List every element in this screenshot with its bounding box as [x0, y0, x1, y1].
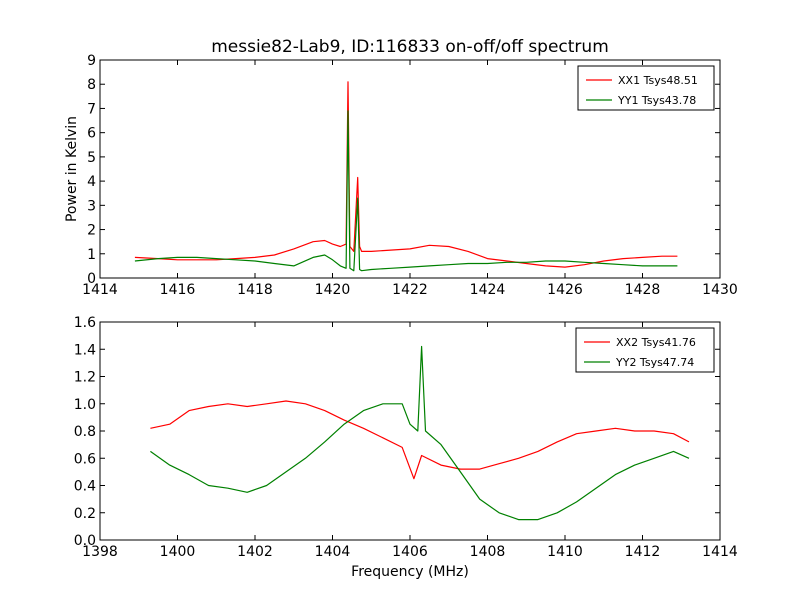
x-tick-label: 1416: [160, 282, 196, 298]
legend-label-2: YY1 Tsys43.78: [617, 94, 696, 107]
x-tick-label: 1422: [392, 282, 428, 298]
x-tick-label: 1424: [470, 282, 506, 298]
legend-label-2: YY2 Tsys47.74: [615, 356, 694, 369]
x-tick-label: 1402: [237, 544, 273, 560]
x-tick-label: 1428: [625, 282, 661, 298]
y-tick-label: 9: [87, 53, 96, 69]
y-tick-label: 0.2: [74, 506, 96, 522]
y-tick-label: 1.0: [74, 397, 96, 413]
x-tick-label: 1426: [547, 282, 583, 298]
x-tick-label: 1398: [82, 544, 118, 560]
x-tick-label: 1420: [315, 282, 351, 298]
series-line-1: [134, 81, 678, 268]
y-tick-label: 0.8: [74, 424, 96, 440]
x-tick-label: 1400: [160, 544, 196, 560]
x-tick-label: 1410: [547, 544, 583, 560]
y-tick-label: 8: [87, 77, 96, 93]
x-tick-label: 1414: [82, 282, 118, 298]
y-tick-label: 1.4: [74, 342, 96, 358]
y-tick-label: 0.6: [74, 451, 96, 467]
x-axis-label: Frequency (MHz): [351, 564, 469, 580]
x-tick-label: 1412: [625, 544, 661, 560]
y-tick-label: 7: [87, 101, 96, 117]
chart-title: messie82-Lab9, ID:116833 on-off/off spec…: [211, 37, 609, 57]
y-tick-label: 3: [87, 198, 96, 214]
top-panel: 1414 1416 1418 1420 1422 1424 1426 1428 1430 0 1 2 3…: [64, 37, 738, 298]
y-tick-label: 5: [87, 150, 96, 166]
series-line-1: [150, 400, 690, 480]
legend-box: [575, 327, 715, 373]
y-tick-label: 1.2: [74, 370, 96, 386]
y-tick-label: 0.0: [74, 533, 96, 549]
x-tick-label: 1414: [702, 544, 738, 560]
y-tick-label: 4: [87, 174, 96, 190]
legend: XX2 Tsys41.76 YY2 Tsys47.74: [575, 327, 715, 373]
x-tick-label: 1406: [392, 544, 428, 560]
bottom-panel: 1398 1400 1402 1404 1406 1408 1410 1412 1414 0.0 0…: [74, 315, 738, 580]
x-tick-label: 1404: [315, 544, 351, 560]
legend-box: [577, 65, 715, 111]
x-tick-label: 1418: [237, 282, 273, 298]
series-line-2: [150, 345, 690, 521]
series-line-2: [134, 110, 678, 272]
y-tick-label: 0.4: [74, 479, 96, 495]
y-tick-label: 1.6: [74, 315, 96, 331]
y-tick-label: 6: [87, 126, 96, 142]
y-axis-label: Power in Kelvin: [64, 116, 80, 222]
x-tick-label: 1408: [470, 544, 506, 560]
y-tick-label: 2: [87, 223, 96, 239]
y-tick-label: 0: [87, 271, 96, 287]
x-tick-label: 1430: [702, 282, 738, 298]
legend-label-1: XX1 Tsys48.51: [618, 74, 698, 87]
y-tick-label: 1: [87, 247, 96, 263]
legend: XX1 Tsys48.51 YY1 Tsys43.78: [577, 65, 715, 111]
legend-label-1: XX2 Tsys41.76: [616, 336, 696, 349]
